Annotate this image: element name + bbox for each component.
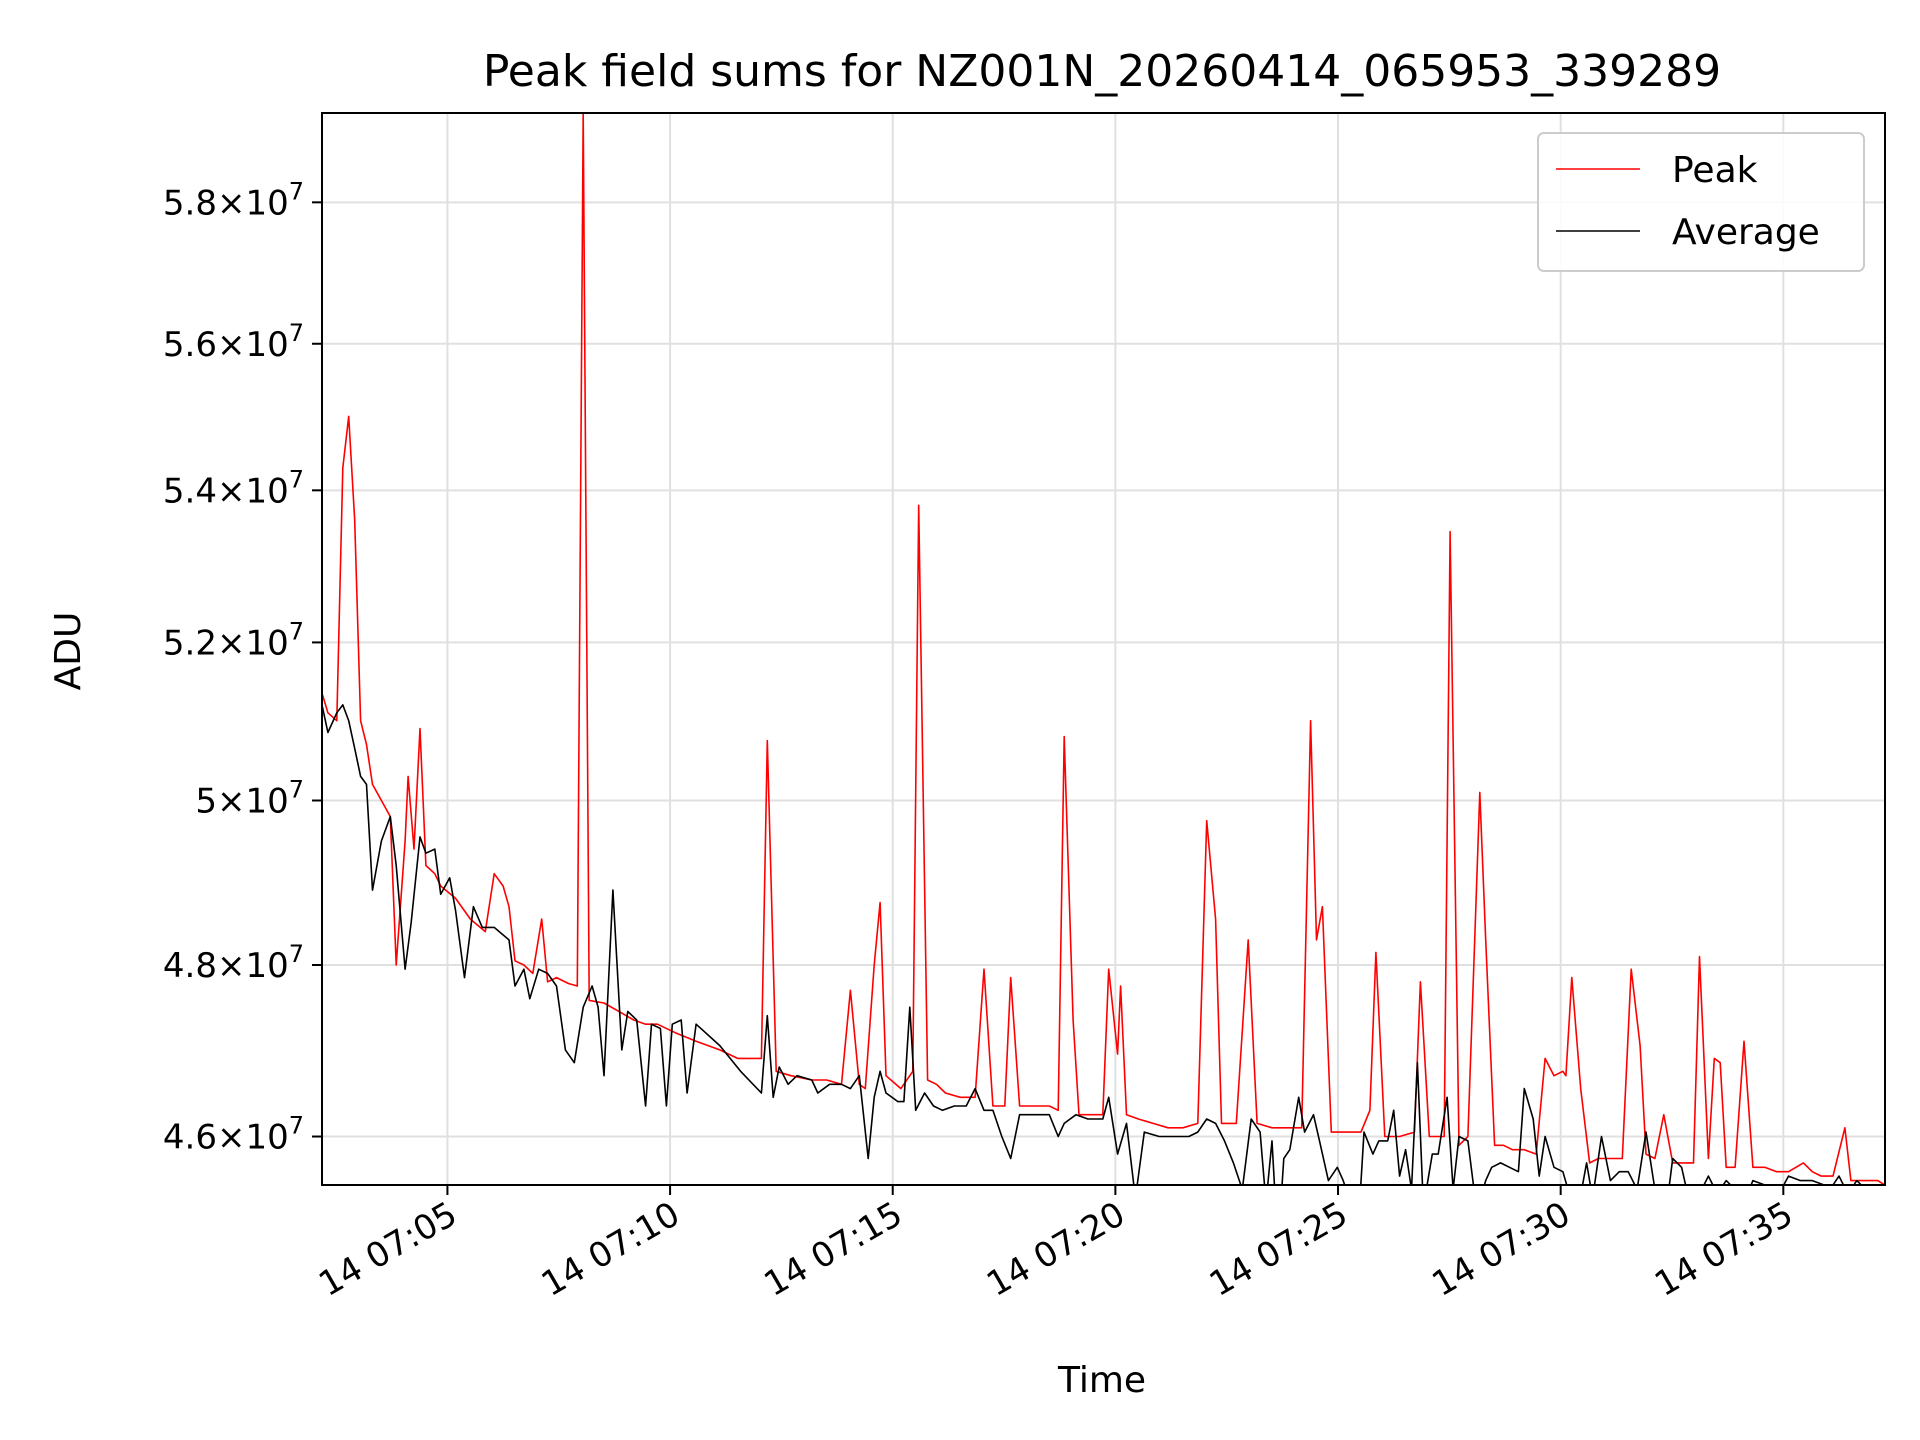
y-tick-label: 5.2×107	[163, 617, 304, 663]
y-axis: 4.6×107 4.8×107 5×107 5.2×107 5.4×107 5.6×107…	[163, 177, 322, 1158]
y-tick-label: 4.6×107	[163, 1112, 304, 1158]
y-tick-label: 5.4×107	[163, 465, 304, 511]
y-tick-exponent: 7	[289, 617, 304, 645]
y-tick-exponent: 7	[289, 940, 304, 968]
y-tick-exponent: 7	[289, 465, 304, 493]
legend-box	[1537, 132, 1865, 272]
y-tick-mantissa: 5.6	[163, 325, 217, 365]
y-tick-mantissa: 5.2	[163, 623, 217, 663]
legend-label-average: Average	[1672, 212, 1820, 253]
y-tick-label: 5×107	[195, 775, 304, 821]
plot-area-background	[322, 113, 1885, 1185]
y-tick-label: 5.8×107	[163, 177, 304, 223]
legend: Peak Average	[1537, 132, 1865, 272]
y-tick-mantissa: 4.8	[163, 946, 217, 986]
x-axis-title: Time	[1057, 1360, 1146, 1401]
chart-title: Peak field sums for NZ001N_20260414_0659…	[483, 46, 1721, 97]
y-tick-exponent: 7	[289, 319, 304, 347]
y-tick-exponent: 7	[289, 177, 304, 205]
y-tick-mantissa: 4.6	[163, 1118, 217, 1158]
y-tick-exponent: 7	[289, 775, 304, 803]
plot-frame	[321, 112, 1886, 1186]
y-tick-label: 5.6×107	[163, 319, 304, 365]
y-tick-mantissa: 5.8	[163, 183, 217, 223]
y-tick-exponent: 7	[289, 1112, 304, 1140]
y-tick-label: 4.8×107	[163, 940, 304, 986]
grid	[322, 113, 1885, 1185]
y-axis-title: ADU	[48, 612, 89, 691]
y-tick-mantissa: 5.4	[163, 471, 217, 511]
legend-label-peak: Peak	[1672, 150, 1758, 191]
series-lines	[322, 113, 1885, 1185]
series-line-peak	[322, 113, 1885, 1185]
y-tick-mantissa: 5	[195, 781, 217, 821]
series-line-average	[322, 704, 1880, 1185]
